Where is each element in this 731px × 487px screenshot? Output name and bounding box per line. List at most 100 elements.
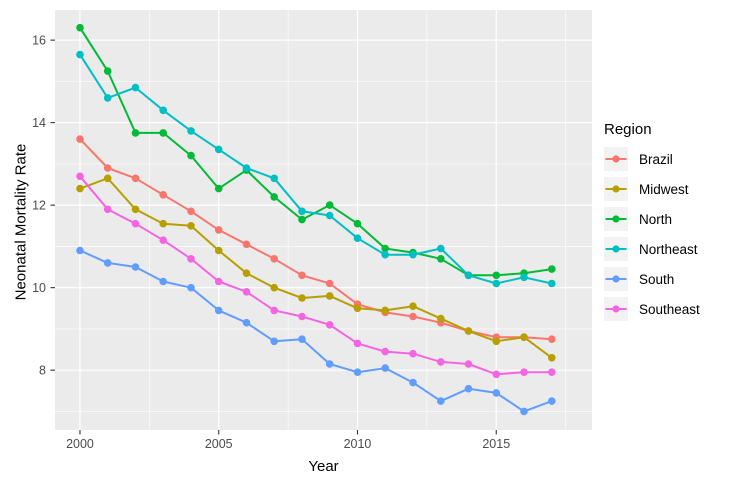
legend-item-midwest: Midwest [604,177,700,201]
data-point-south [103,259,112,267]
data-point-brazil [76,135,84,143]
legend-item-label: North [639,211,673,227]
legend-item-northeast: Northeast [604,237,700,261]
y-axis-title: Neonatal Mortality Rate [12,143,30,301]
data-point-southeast [298,312,306,321]
data-point-brazil [103,164,112,172]
data-point-north [548,265,556,273]
data-point-northeast [103,94,112,102]
data-point-northeast [270,174,279,183]
data-point-south [76,246,84,255]
data-point-south [353,368,362,377]
data-point-south [187,283,195,292]
data-point-brazil [270,254,279,263]
data-point-midwest [214,246,223,255]
data-point-southeast [548,368,556,377]
legend-items: Brazil Midwest North Northeast South Southeas… [604,147,700,321]
data-point-northeast [325,211,334,220]
data-point-south [214,306,223,315]
legend-key-icon [604,177,628,201]
data-point-northeast [381,250,390,259]
data-point-northeast [520,273,528,282]
legend-item-label: South [639,271,675,287]
y-tick-label: 12 [32,198,46,212]
data-point-midwest [464,327,473,335]
data-point-midwest [437,314,445,323]
data-point-north [353,219,362,228]
data-point-south [492,389,501,397]
data-point-south [464,384,473,393]
data-point-southeast [131,219,140,228]
data-point-south [159,277,167,286]
legend-item-north: North [604,207,700,231]
legend-item-label: Southeast [639,301,700,317]
y-tick-label: 8 [39,363,46,377]
legend-item-label: Brazil [639,151,673,167]
data-point-south [298,335,306,344]
data-point-southeast [76,172,84,181]
data-point-midwest [409,302,417,311]
data-point-south [325,360,334,368]
data-point-brazil [242,240,251,249]
data-point-southeast [325,321,334,329]
legend-key-icon [604,147,628,171]
data-point-midwest [187,222,195,230]
data-point-midwest [159,219,167,228]
legend-item-label: Northeast [639,241,698,257]
data-point-south [520,407,528,416]
data-point-south [131,263,140,271]
data-point-midwest [103,174,112,183]
data-point-north [103,67,112,75]
series-line-southeast [79,175,553,376]
legend-key-icon [604,297,628,321]
data-point-brazil [187,207,195,216]
data-point-northeast [76,50,84,59]
data-point-midwest [242,269,251,278]
data-point-south [548,397,556,405]
legend-item-south: South [604,267,700,291]
data-point-southeast [103,205,112,214]
data-point-southeast [520,368,528,377]
x-tick-label: 2000 [66,437,94,451]
legend-title: Region [604,121,652,138]
data-point-north [270,193,279,201]
data-point-south [242,318,251,327]
data-point-north [437,254,445,263]
data-point-southeast [187,254,195,263]
data-point-southeast [353,339,362,348]
legend-item-brazil: Brazil [604,147,700,171]
data-point-north [131,129,140,137]
series-line-midwest [79,177,553,359]
x-axis-title: Year [308,458,339,475]
data-point-southeast [270,306,279,315]
data-point-midwest [270,283,279,292]
series-line-northeast [79,53,553,285]
series-line-north [79,26,553,277]
data-point-south [437,397,445,405]
data-point-south [381,364,390,372]
data-point-northeast [131,83,140,92]
data-point-north [214,184,223,193]
data-point-midwest [298,294,306,302]
data-point-northeast [298,207,306,216]
data-point-north [381,244,390,253]
data-point-brazil [159,191,167,199]
data-point-northeast [353,234,362,242]
data-point-north [298,215,306,224]
data-point-northeast [464,271,473,280]
data-point-brazil [548,335,556,344]
data-point-midwest [520,333,528,342]
data-point-north [187,151,195,160]
y-tick-label: 14 [32,116,46,130]
data-point-south [270,337,279,346]
data-point-northeast [437,244,445,253]
legend-key-icon [604,207,628,231]
data-point-southeast [159,236,167,244]
data-point-southeast [437,358,445,366]
data-point-brazil [214,226,223,234]
data-point-north [492,271,501,280]
legend-item-label: Midwest [639,181,689,197]
data-point-southeast [409,349,417,358]
